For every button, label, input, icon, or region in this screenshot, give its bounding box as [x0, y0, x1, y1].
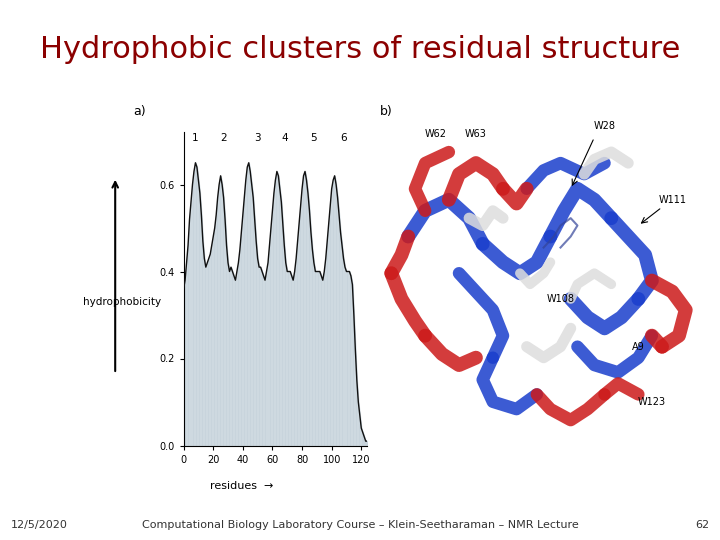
Text: 62: 62 — [695, 520, 709, 530]
Text: b): b) — [379, 105, 392, 118]
Text: 2: 2 — [220, 133, 227, 143]
Text: a): a) — [133, 105, 146, 118]
Text: 12/5/2020: 12/5/2020 — [11, 520, 68, 530]
Text: 4: 4 — [281, 133, 287, 143]
Text: W123: W123 — [638, 397, 666, 407]
Text: W108: W108 — [546, 294, 575, 304]
Text: W62: W62 — [424, 129, 446, 139]
Text: hydrophobicity: hydrophobicity — [84, 298, 161, 307]
Text: W28: W28 — [593, 122, 616, 131]
Text: W111: W111 — [658, 195, 686, 205]
Text: 1: 1 — [192, 133, 199, 143]
Text: 6: 6 — [340, 133, 347, 143]
Text: residues  →: residues → — [210, 481, 273, 491]
Text: 5: 5 — [310, 133, 318, 143]
Text: 3: 3 — [254, 133, 261, 143]
Text: A9: A9 — [632, 342, 644, 352]
Text: Computational Biology Laboratory Course – Klein-Seetharaman – NMR Lecture: Computational Biology Laboratory Course … — [142, 520, 578, 530]
Text: Hydrophobic clusters of residual structure: Hydrophobic clusters of residual structu… — [40, 35, 680, 64]
Text: W63: W63 — [465, 129, 487, 139]
